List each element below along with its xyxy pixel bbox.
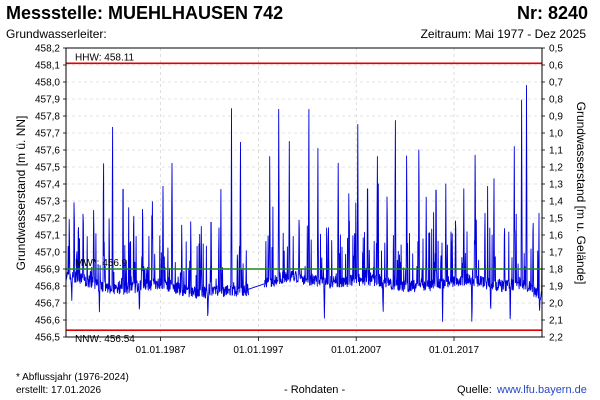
series-gap-connector xyxy=(248,283,265,290)
station-title: Messstelle: MUEHLHAUSEN 742 xyxy=(6,3,284,23)
y-tick-label: 457,5 xyxy=(35,163,60,174)
y2-tick-label: 2,2 xyxy=(549,333,563,344)
y-tick-label: 458,0 xyxy=(35,78,60,89)
plot-frame xyxy=(65,47,543,338)
y2-tick-label: 1,0 xyxy=(549,129,563,140)
y-axis-title-right: Grundwasserstand [m u. Gelände] xyxy=(574,102,588,285)
aquifer-label: Grundwasserleiter: xyxy=(6,27,107,41)
y2-tick-label: 2,1 xyxy=(549,316,563,327)
y2-tick-label: 0,5 xyxy=(549,44,563,55)
raw-data-label: - Rohdaten - xyxy=(284,384,346,396)
y-tick-label: 456,7 xyxy=(35,299,60,310)
y-tick-label: 456,8 xyxy=(35,282,60,293)
reference-line-label: NNW: 456.54 xyxy=(75,334,135,345)
y-tick-label: 457,6 xyxy=(35,146,60,157)
y2-tick-label: 1,6 xyxy=(549,231,563,242)
x-tick-label: 01.01.1987 xyxy=(136,345,186,356)
grid xyxy=(66,47,542,338)
reference-line-label: HHW: 458.11 xyxy=(75,52,135,63)
footnote: * Abflussjahr (1976-2024) xyxy=(16,372,129,383)
y2-tick-label: 0,6 xyxy=(549,61,563,72)
y2-tick-label: 1,7 xyxy=(549,248,563,259)
x-tick-label: 01.01.2017 xyxy=(429,345,479,356)
reference-line-label: MW*: 456.9 xyxy=(75,258,128,269)
x-tick-label: 01.01.2007 xyxy=(331,345,381,356)
y-tick-label: 456,9 xyxy=(35,265,60,276)
period-label: Zeitraum: Mai 1977 - Dez 2025 xyxy=(420,27,586,41)
reference-lines: HHW: 458.11 MW*: 456.9 NNW: 456.54 xyxy=(66,52,542,345)
y-tick-label: 457,1 xyxy=(35,231,60,242)
source-link[interactable]: www.lfu.bayern.de xyxy=(497,384,587,396)
series-layer xyxy=(65,85,543,322)
groundwater-level-series xyxy=(65,85,543,322)
y2-tick-label: 1,8 xyxy=(549,265,563,276)
y-tick-label: 458,1 xyxy=(35,61,60,72)
y-tick-label: 457,9 xyxy=(35,95,60,106)
y2-tick-label: 0,7 xyxy=(549,78,563,89)
y2-tick-label: 0,8 xyxy=(549,95,563,106)
y-tick-label: 457,4 xyxy=(35,180,60,191)
y2-tick-label: 1,2 xyxy=(549,163,563,174)
created-date: erstellt: 17.01.2026 xyxy=(16,385,102,396)
y2-tick-label: 1,1 xyxy=(549,146,563,157)
y2-tick-label: 0,9 xyxy=(549,112,563,123)
y-tick-label: 457,8 xyxy=(35,112,60,123)
y-tick-label: 457,0 xyxy=(35,248,60,259)
y-tick-label: 457,2 xyxy=(35,214,60,225)
y-axis-title-left: Grundwasserstand [m ü. NN] xyxy=(14,116,28,271)
y2-tick-label: 1,9 xyxy=(549,282,563,293)
y-tick-label: 456,6 xyxy=(35,316,60,327)
source-label: Quelle: xyxy=(457,384,492,396)
y-tick-label: 457,7 xyxy=(35,129,60,140)
y-axis-right: 0,5 0,6 0,7 0,8 0,9 1,0 1,1 1,2 1,3 1,4 1,5 1,6 1,7 1… xyxy=(542,44,563,344)
y2-tick-label: 2,0 xyxy=(549,299,563,310)
y-tick-label: 456,5 xyxy=(35,333,60,344)
y2-tick-label: 1,4 xyxy=(549,197,563,208)
y-tick-label: 457,3 xyxy=(35,197,60,208)
y2-tick-label: 1,3 xyxy=(549,180,563,191)
station-number: Nr: 8240 xyxy=(516,3,588,23)
y2-tick-label: 1,5 xyxy=(549,214,563,225)
x-axis: 01.01.1987 01.01.1997 01.01.2007 01.01.2017 xyxy=(136,337,479,356)
y-tick-label: 458,2 xyxy=(35,44,60,55)
y-axis-left: 458,2 458,1 458,0 457,9 457,8 457,7 457,6 457,5… xyxy=(35,44,66,344)
x-tick-label: 01.01.1997 xyxy=(233,345,283,356)
